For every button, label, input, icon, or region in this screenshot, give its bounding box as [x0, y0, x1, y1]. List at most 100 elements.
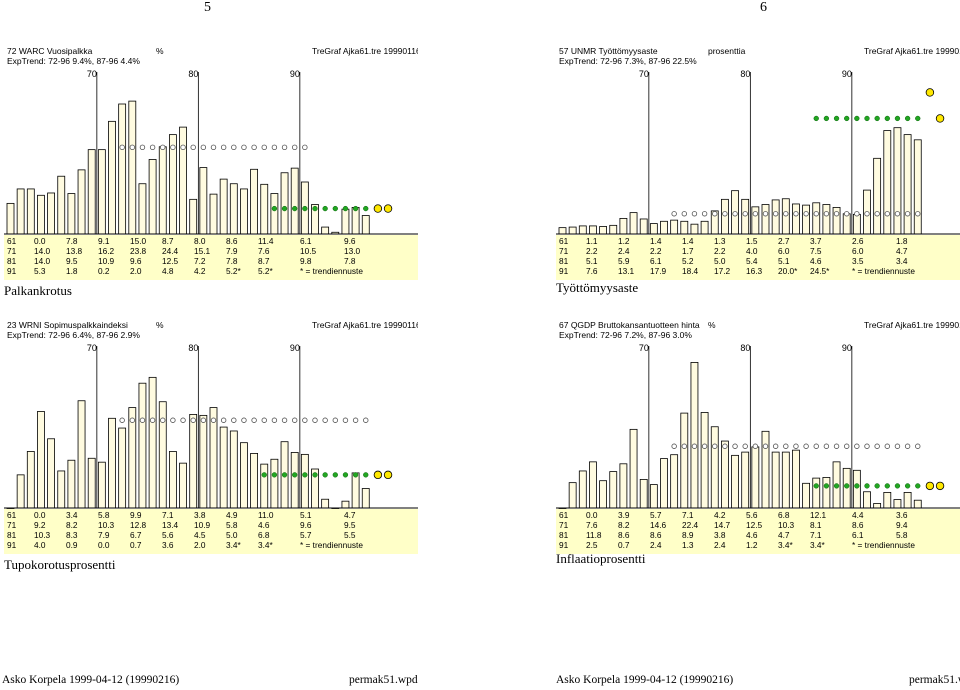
table-cell: 8.6: [650, 530, 662, 540]
trend-dot-gray: [884, 443, 890, 449]
table-cell: * = trendiennuste: [852, 540, 915, 550]
chart-title: 72 WARC Vuosipalkka: [7, 46, 93, 56]
table-cell: 3.5: [852, 256, 864, 266]
table-cell: 3.4*: [778, 540, 794, 550]
table-cell: 5.1: [300, 510, 312, 520]
bar-1974: [690, 362, 699, 509]
trend-dot-gray: [200, 144, 207, 151]
forecast-dot: [373, 204, 383, 213]
trend-dot-gray: [231, 417, 237, 423]
source-label: TreGraf Ajka61.tre 19990116: [312, 320, 418, 330]
bar-1983: [229, 183, 238, 235]
bar-1984: [792, 203, 800, 235]
page-number-right: 6: [760, 0, 767, 15]
trend-dot-green: [302, 205, 308, 212]
table-cell: 91: [7, 266, 17, 276]
decade-label: 90: [290, 69, 300, 79]
table-cell: 9.9: [130, 510, 142, 520]
bar-1977: [168, 451, 177, 509]
table-cell: 0.0: [98, 540, 110, 550]
decade-label: 80: [188, 343, 198, 353]
bar-1992: [321, 498, 330, 509]
table-cell: 2.2: [714, 246, 726, 256]
table-cell: 5.0: [714, 256, 726, 266]
trend-dot-green: [813, 115, 819, 122]
trend-dot-green: [281, 472, 288, 478]
bar-1987: [270, 458, 279, 509]
forecast-dot: [935, 481, 945, 491]
bar-1966: [57, 470, 66, 509]
trend-dot-green: [322, 205, 328, 212]
table-cell: 15.0: [130, 236, 147, 246]
bar-1975: [148, 159, 157, 235]
table-cell: 10.3: [778, 520, 795, 530]
table-cell: 1.7: [682, 246, 694, 256]
chart-title: 57 UNMR Työttömyysaste: [559, 46, 658, 56]
trend-dot-gray: [149, 144, 156, 151]
trend-dot-gray: [783, 211, 789, 217]
bar-1965: [599, 226, 607, 235]
table-cell: 9.8: [300, 256, 312, 266]
trend-dot-gray: [332, 417, 338, 423]
bar-1980: [199, 167, 208, 235]
bar-1962: [16, 188, 25, 235]
trend-dot-gray: [844, 211, 850, 217]
table-cell: 81: [7, 256, 17, 266]
table-cell: 1.5: [746, 236, 758, 246]
table-cell: 4.7: [896, 246, 908, 256]
trend-dot-green: [874, 483, 880, 489]
table-cell: 14.7: [714, 520, 731, 530]
trend-dot-gray: [322, 417, 328, 423]
table-cell: 1.8: [66, 266, 78, 276]
bar-1981: [209, 193, 218, 235]
trend-dot-green: [823, 483, 830, 489]
table-cell: 7.8: [226, 256, 238, 266]
bar-1995: [351, 472, 360, 509]
table-cell: 4.0: [746, 246, 758, 256]
bar-1985: [802, 204, 811, 235]
table-cell: 7.5: [810, 246, 822, 256]
table-cell: 5.2*: [226, 266, 242, 276]
trend-dot-green: [864, 115, 870, 122]
forecast-dot: [373, 470, 383, 480]
table-cell: 6.0: [852, 246, 864, 256]
forecast-dot: [925, 481, 935, 491]
table-cell: 12.1: [810, 510, 827, 520]
trend-dot-gray: [833, 443, 840, 449]
table-cell: 4.2: [194, 266, 206, 276]
bar-1978: [179, 462, 187, 509]
trend-dot-gray: [180, 144, 186, 151]
trend-dot-gray: [302, 417, 308, 423]
table-cell: 71: [559, 520, 569, 530]
table-cell: 0.9: [66, 540, 78, 550]
table-cell: 10.3: [34, 530, 51, 540]
table-cell: 9.5: [344, 520, 356, 530]
bar-1994: [341, 208, 350, 235]
trend-dot-gray: [681, 443, 687, 449]
table-cell: 1.4: [650, 236, 662, 246]
table-cell: 13.0: [344, 246, 361, 256]
table-cell: 1.8: [896, 236, 908, 246]
bar-1989: [842, 213, 851, 235]
table-cell: 8.2: [618, 520, 630, 530]
trend-dot-gray: [813, 211, 819, 217]
bar-1965: [47, 192, 55, 235]
forecast-dot: [383, 470, 393, 480]
bar-1988: [280, 172, 289, 235]
data-table-background: [4, 235, 418, 280]
bar-1975: [700, 412, 709, 509]
bar-1994: [341, 500, 350, 509]
unit-label: %: [156, 46, 164, 56]
table-cell: 1.2: [746, 540, 758, 550]
bar-1968: [77, 400, 86, 509]
trend-dot-green: [915, 483, 921, 489]
trend-dot-gray: [170, 417, 176, 423]
table-cell: 6.7: [130, 530, 142, 540]
table-cell: 23.8: [130, 246, 147, 256]
table-cell: 9.4: [896, 520, 908, 530]
decade-label: 80: [740, 69, 750, 79]
table-cell: 4.6: [258, 520, 270, 530]
table-cell: 4.8: [162, 266, 174, 276]
trend-dot-green: [312, 472, 318, 478]
bar-1994: [893, 499, 902, 509]
